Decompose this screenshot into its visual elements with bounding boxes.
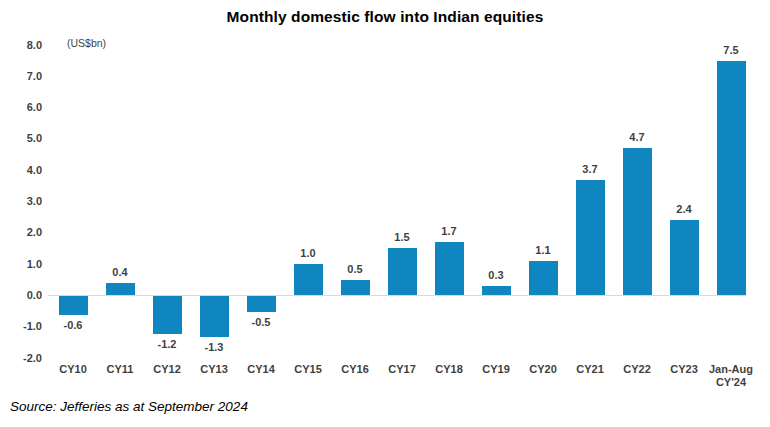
bar-value-label: 0.3	[474, 269, 518, 282]
bar-value-label: 3.7	[568, 163, 612, 176]
bar-value-label: 0.5	[333, 263, 377, 276]
bar-cy17	[388, 248, 417, 295]
y-axis-tick-label: -2.0	[8, 352, 42, 365]
y-axis-tick-label: 6.0	[8, 101, 42, 114]
bar-cy21	[576, 180, 605, 296]
bar-value-label: -1.3	[192, 341, 236, 354]
bar-value-label: -0.5	[239, 316, 283, 329]
bar-value-label: -1.2	[145, 338, 189, 351]
y-axis-tick-label: 2.0	[8, 226, 42, 239]
bar-cy18	[435, 242, 464, 295]
bar-cy13	[200, 296, 229, 337]
y-axis-tick-label: 3.0	[8, 195, 42, 208]
bar-cy12	[153, 296, 182, 334]
bar-cy19	[482, 286, 511, 295]
y-axis-tick-label: 1.0	[8, 258, 42, 271]
chart-figure: Monthly domestic flow into Indian equiti…	[0, 0, 770, 427]
bar-value-label: -0.6	[51, 319, 95, 332]
bar-chart-plot-area: 8.07.06.05.04.03.02.01.00.0-1.0-2.0-0.6C…	[0, 0, 770, 427]
bar-cy22	[623, 148, 652, 295]
bar-value-label: 4.7	[615, 131, 659, 144]
y-axis-tick-label: 8.0	[8, 39, 42, 52]
bar-cy20	[529, 261, 558, 295]
bar-cy15	[294, 264, 323, 295]
bar-value-label: 1.7	[427, 225, 471, 238]
bar-value-label: 1.1	[521, 244, 565, 257]
bar-value-label: 7.5	[709, 44, 753, 57]
x-axis-tick-label: Jan-Aug CY'24	[700, 363, 762, 389]
y-axis-tick-label: 4.0	[8, 164, 42, 177]
bar-cy23	[670, 220, 699, 295]
y-axis-tick-label: -1.0	[8, 320, 42, 333]
bar-cy10	[59, 296, 88, 315]
source-note: Source: Jefferies as at September 2024	[10, 399, 248, 414]
bar-value-label: 2.4	[662, 203, 706, 216]
y-axis-tick-label: 5.0	[8, 132, 42, 145]
bar-value-label: 1.0	[286, 247, 330, 260]
bar-cy14	[247, 296, 276, 312]
bar-jan-aug	[717, 61, 746, 296]
y-axis-tick-label: 0.0	[8, 289, 42, 302]
bar-cy16	[341, 280, 370, 296]
y-axis-tick-label: 7.0	[8, 70, 42, 83]
bar-cy11	[106, 283, 135, 296]
bar-value-label: 1.5	[380, 231, 424, 244]
bar-value-label: 0.4	[98, 266, 142, 279]
